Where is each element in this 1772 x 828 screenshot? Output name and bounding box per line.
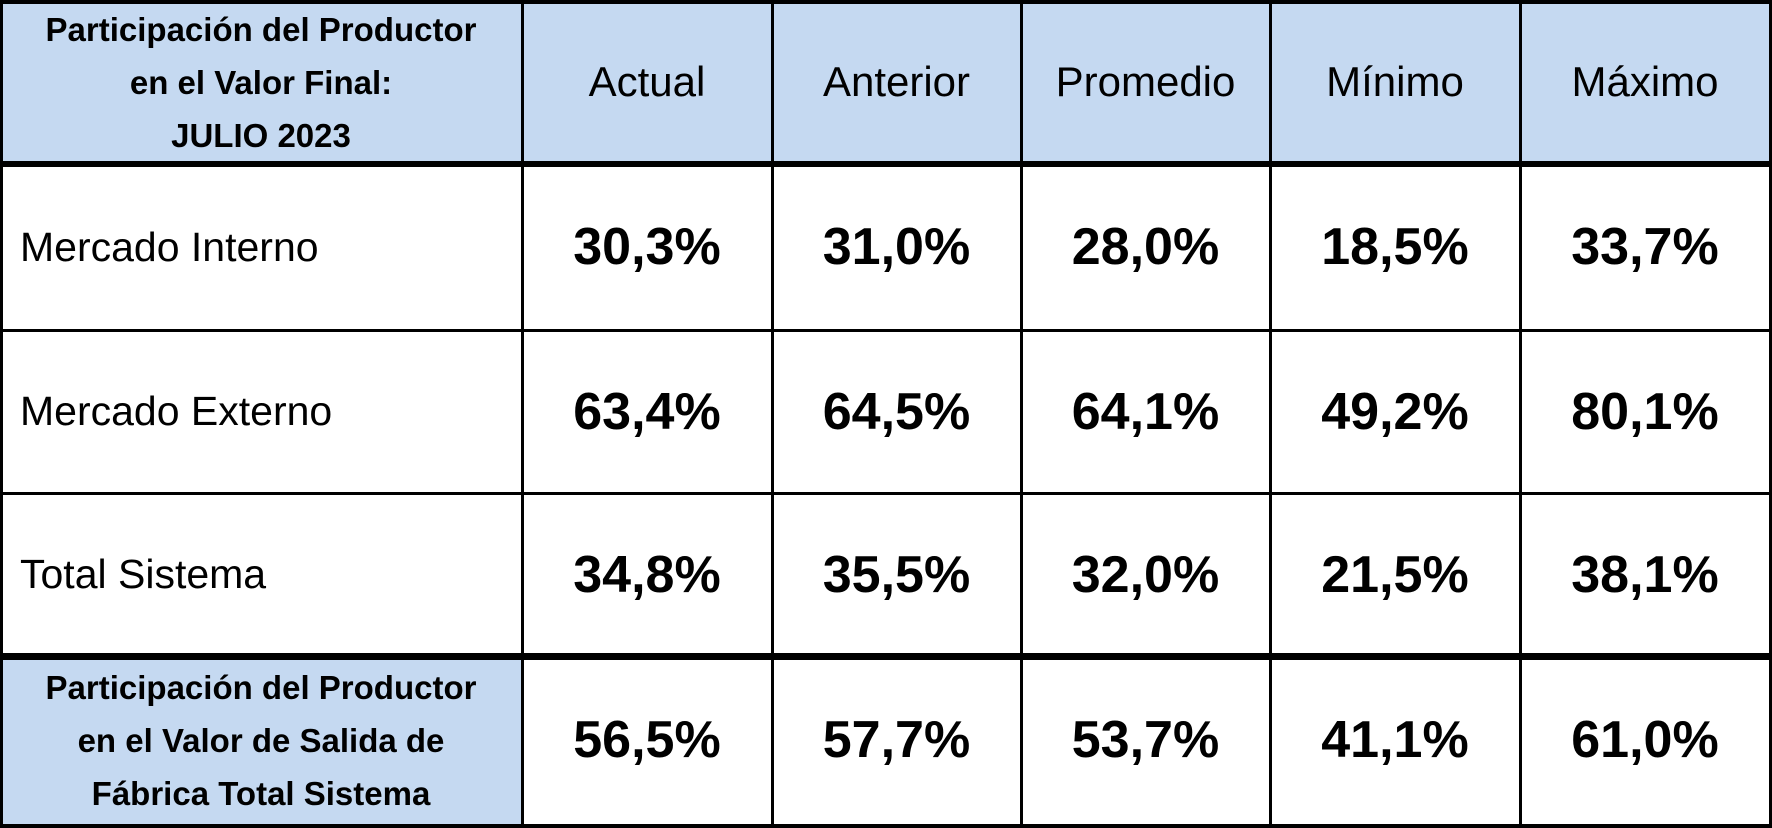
- value: 49,2%: [1321, 382, 1469, 441]
- value-cell: 32,0%: [1021, 493, 1270, 656]
- header-title-line: Participación del Productor: [45, 10, 477, 48]
- row-label-cell: Total Sistema: [0, 493, 522, 656]
- value: 61,0%: [1571, 711, 1719, 769]
- value-cell: 38,1%: [1520, 493, 1770, 656]
- value: 53,7%: [1071, 711, 1220, 769]
- value-cell: 28,0%: [1021, 164, 1270, 330]
- value: 64,1%: [1071, 382, 1220, 441]
- column-border: [1269, 0, 1272, 828]
- footer-label-line: en el Valor de Salida de: [77, 721, 445, 759]
- value-cell: 56,5%: [522, 656, 772, 824]
- value: 31,0%: [822, 218, 971, 276]
- value: 38,1%: [1571, 545, 1719, 604]
- header-title-cell: Participación del Productor en el Valor F…: [0, 0, 522, 164]
- column-header-text: Actual: [588, 58, 706, 105]
- footer-label-line: Participación del Productor: [45, 668, 477, 706]
- value: 32,0%: [1071, 545, 1220, 604]
- value-cell: 63,4%: [522, 330, 772, 493]
- value: 28,0%: [1071, 218, 1220, 276]
- column-header-text: Anterior: [822, 58, 971, 105]
- column-header: Promedio: [1021, 0, 1270, 164]
- value-cell: 41,1%: [1270, 656, 1520, 824]
- value-cell: 53,7%: [1021, 656, 1270, 824]
- row-border: [0, 161, 1772, 167]
- header-title-line: JULIO 2023: [171, 116, 351, 154]
- value: 64,5%: [822, 382, 971, 441]
- value-cell: 61,0%: [1520, 656, 1770, 824]
- column-border: [1020, 0, 1023, 828]
- value: 18,5%: [1321, 218, 1469, 276]
- row-label: Total Sistema: [20, 551, 267, 597]
- column-header: Actual: [522, 0, 772, 164]
- column-header-text: Máximo: [1571, 58, 1719, 105]
- value: 57,7%: [822, 711, 971, 769]
- value-cell: 35,5%: [772, 493, 1021, 656]
- row-label: Mercado Externo: [20, 388, 333, 434]
- column-header-text: Mínimo: [1326, 58, 1464, 105]
- column-border: [771, 0, 774, 828]
- column-border: [0, 0, 3, 828]
- value: 33,7%: [1571, 218, 1719, 276]
- row-border: [0, 0, 1772, 4]
- column-border: [1769, 0, 1772, 828]
- value-cell: 49,2%: [1270, 330, 1520, 493]
- value-cell: 31,0%: [772, 164, 1021, 330]
- row-label-cell: Mercado Interno: [0, 164, 522, 330]
- row-border: [0, 653, 1772, 660]
- value: 30,3%: [573, 218, 721, 276]
- row-border: [0, 824, 1772, 828]
- value: 35,5%: [822, 545, 971, 604]
- value: 21,5%: [1321, 545, 1469, 604]
- value-cell: 21,5%: [1270, 493, 1520, 656]
- column-header: Anterior: [772, 0, 1021, 164]
- column-header: Mínimo: [1270, 0, 1520, 164]
- value: 56,5%: [573, 711, 721, 769]
- value-cell: 30,3%: [522, 164, 772, 330]
- header-title-line: en el Valor Final:: [129, 63, 393, 101]
- column-header-text: Promedio: [1055, 58, 1236, 105]
- value-cell: 64,1%: [1021, 330, 1270, 493]
- row-label-cell: Mercado Externo: [0, 330, 522, 493]
- value: 63,4%: [573, 382, 721, 441]
- value: 34,8%: [573, 545, 721, 604]
- value: 80,1%: [1571, 382, 1719, 441]
- footer-label-line: Fábrica Total Sistema: [91, 774, 431, 812]
- value-cell: 33,7%: [1520, 164, 1770, 330]
- column-border: [1519, 0, 1522, 828]
- column-border: [521, 0, 524, 828]
- row-label: Mercado Interno: [20, 223, 319, 270]
- footer-label-cell: Participación del Productor en el Valor d…: [0, 656, 522, 824]
- value: 41,1%: [1321, 711, 1469, 769]
- row-border: [0, 329, 1772, 332]
- value-cell: 57,7%: [772, 656, 1021, 824]
- row-border: [0, 492, 1772, 495]
- value-cell: 64,5%: [772, 330, 1021, 493]
- value-cell: 80,1%: [1520, 330, 1770, 493]
- value-cell: 34,8%: [522, 493, 772, 656]
- column-header: Máximo: [1520, 0, 1770, 164]
- value-cell: 18,5%: [1270, 164, 1520, 330]
